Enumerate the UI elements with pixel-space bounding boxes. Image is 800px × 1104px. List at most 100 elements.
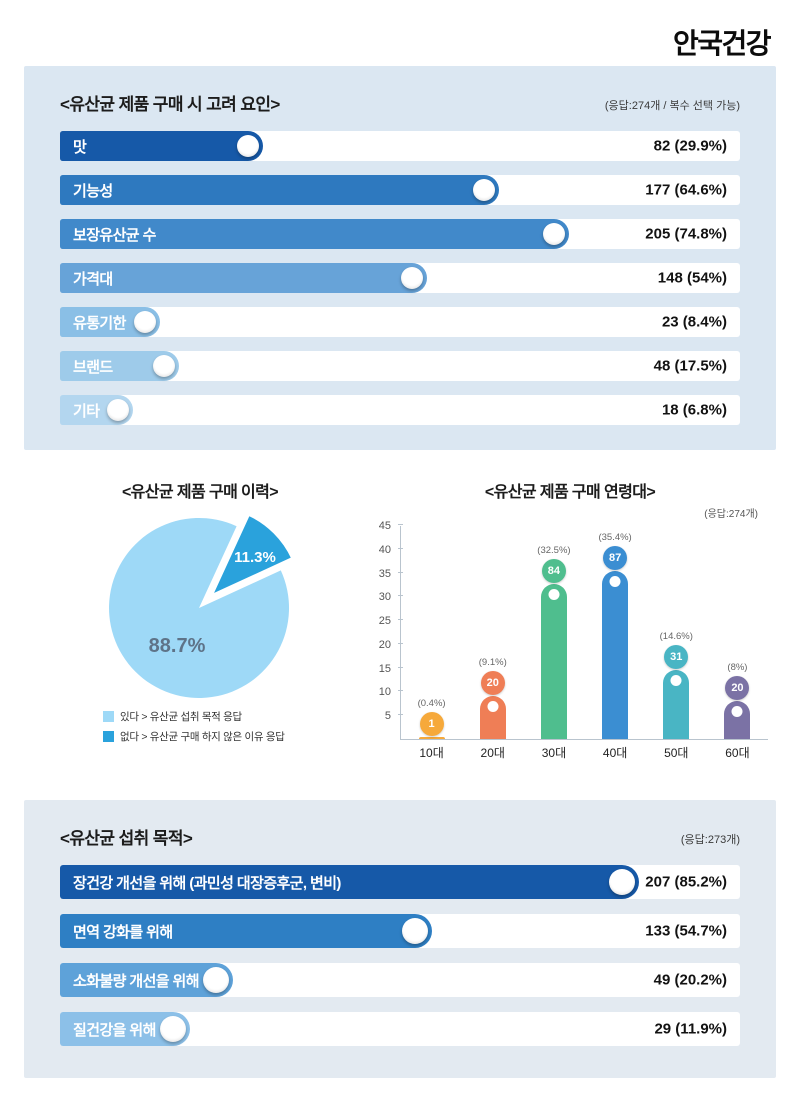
pie-label-majority: 88.7% xyxy=(149,635,206,657)
age-bar xyxy=(540,584,567,739)
y-axis-tickmark xyxy=(398,666,403,668)
bar-label: 장건강 개선을 위해 (과민성 대장증후군, 변비) xyxy=(73,874,341,892)
bar-label: 소화불량 개선을 위해 xyxy=(73,972,200,990)
age-bar xyxy=(602,570,629,739)
bar-fill: 보장유산균 수 xyxy=(60,219,569,249)
bar-end-ball xyxy=(473,179,496,201)
y-axis-tickmark xyxy=(398,547,403,549)
bar-top-dot xyxy=(487,700,499,712)
pie-label-minority: 11.3% xyxy=(234,549,276,566)
age-bar-column: 20 (8%) 60대 xyxy=(707,526,768,760)
y-axis-tickmark xyxy=(398,690,403,692)
bar-end-ball xyxy=(237,135,260,157)
y-axis: 45 40 35 30 25 20 15 10 5 xyxy=(372,520,400,740)
x-axis-label: 20대 xyxy=(480,746,505,760)
bar-end-ball xyxy=(159,1016,186,1042)
y-axis-tick-label: 15 xyxy=(378,662,391,675)
bar-value: 48 (17.5%) xyxy=(653,357,727,375)
bar-row: 질건강을 위해 29 (11.9%) xyxy=(60,1012,740,1046)
bar-fill: 질건강을 위해 xyxy=(60,1012,190,1046)
bar-fill: 소화불량 개선을 위해 xyxy=(60,963,233,997)
y-axis-tick-label: 10 xyxy=(378,686,391,699)
legend-swatch xyxy=(103,731,114,742)
bar-value: 23 (8.4%) xyxy=(661,313,727,331)
intake-purpose-section: <유산균 섭취 목적> (응답:273개) 장건강 개선을 위해 (과민성 대장… xyxy=(24,800,776,1078)
age-group-chart: <유산균 제품 구매 연령대> (응답:274개) 45 40 35 30 25 20 15… xyxy=(372,478,768,772)
bar-top-dot xyxy=(670,674,682,686)
bar-row: 맛 82 (29.9%) xyxy=(60,131,740,161)
x-axis-label: 10대 xyxy=(419,746,444,760)
bar-fill: 기타 xyxy=(60,395,134,425)
plot-area: 1 (0.4%) 10대 20 (9.1%) 20대 84 (32.5%) 30대 87 (35.4… xyxy=(398,524,768,760)
x-axis-label: 50대 xyxy=(664,746,689,760)
section-header: <유산균 제품 구매 시 고려 요인> (응답:274개 / 복수 선택 가능) xyxy=(60,90,740,115)
y-axis-tickmark xyxy=(398,595,403,597)
response-count-note: (응답:274개 / 복수 선택 가능) xyxy=(604,100,740,112)
legend-item: 없다 > 유산균 구매 하지 않은 이유 응답 xyxy=(103,729,355,744)
bar-row: 기능성 177 (64.6%) xyxy=(60,175,740,205)
y-axis-tick-label: 20 xyxy=(378,638,391,651)
legend-label: 있다 > 유산균 섭취 목적 응답 xyxy=(120,711,242,723)
bar-row: 유통기한 23 (8.4%) xyxy=(60,307,740,337)
bar-fill: 기능성 xyxy=(60,175,500,205)
bar-row: 브랜드 48 (17.5%) xyxy=(60,351,740,381)
bar-fill: 장건강 개선을 위해 (과민성 대장증후군, 변비) xyxy=(60,865,640,899)
count-badge: 20 xyxy=(480,670,505,695)
legend-swatch xyxy=(103,711,114,722)
y-axis-tick-label: 5 xyxy=(384,710,391,723)
purchase-history-chart: <유산균 제품 구매 이력> 88.7% 11.3% 있다 > 유산균 섭취 목… xyxy=(45,478,355,744)
y-axis-tickmark xyxy=(398,524,403,525)
y-axis-tickmark xyxy=(398,642,403,644)
y-axis-tick-label: 25 xyxy=(378,615,391,628)
age-bar-column: 84 (32.5%) 30대 xyxy=(523,526,584,760)
purchase-history-pie: 88.7% 11.3% xyxy=(109,512,295,698)
y-axis-tickmark xyxy=(398,571,403,573)
percent-label: (32.5%) xyxy=(537,545,571,557)
percent-label: (0.4%) xyxy=(417,698,446,710)
y-axis-tickmark xyxy=(398,619,403,621)
bar-end-ball xyxy=(107,399,130,421)
bar-top-dot xyxy=(609,575,621,587)
bar-fill: 브랜드 xyxy=(60,351,179,381)
bar-label: 면역 강화를 위해 xyxy=(73,923,173,941)
count-badge: 31 xyxy=(664,644,689,669)
bar-fill: 유통기한 xyxy=(60,307,160,337)
bar-end-ball xyxy=(401,918,428,944)
brand-logo: 안국건강 xyxy=(672,28,772,59)
percent-label: (9.1%) xyxy=(478,656,507,668)
y-axis-tickmark xyxy=(398,714,403,716)
x-axis-label: 40대 xyxy=(602,746,628,760)
consideration-factors-section: <유산균 제품 구매 시 고려 요인> (응답:274개 / 복수 선택 가능)… xyxy=(24,66,776,450)
percent-label: (14.6%) xyxy=(659,630,693,642)
bar-end-ball xyxy=(202,967,229,993)
bar-row: 기타 18 (6.8%) xyxy=(60,395,740,425)
bar-label: 브랜드 xyxy=(73,358,113,376)
bar-label: 유통기한 xyxy=(73,314,126,332)
age-bar-column: 87 (35.4%) 40대 xyxy=(585,526,646,760)
section-title: <유산균 제품 구매 시 고려 요인> xyxy=(60,95,280,114)
bar-value: 49 (20.2%) xyxy=(653,971,727,989)
bar-end-ball xyxy=(609,869,636,895)
bar-value: 205 (74.8%) xyxy=(645,225,727,243)
bar-value: 82 (29.9%) xyxy=(653,137,727,155)
age-bar-column: 31 (14.6%) 50대 xyxy=(646,526,707,760)
bar-top-dot xyxy=(548,589,560,601)
y-axis-tick-label: 45 xyxy=(378,520,391,532)
pie-slice-no xyxy=(209,512,295,598)
bar-label: 맛 xyxy=(73,138,87,156)
response-count-note: (응답:273개) xyxy=(680,834,740,846)
bar-label: 기타 xyxy=(73,402,100,420)
bar-fill: 가격대 xyxy=(60,263,428,293)
bar-value: 148 (54%) xyxy=(657,269,727,287)
count-badge: 87 xyxy=(603,545,628,570)
bar-value: 29 (11.9%) xyxy=(654,1020,727,1038)
pie-chart-title: <유산균 제품 구매 이력> xyxy=(121,484,279,501)
bar-label: 질건강을 위해 xyxy=(73,1021,156,1039)
count-badge: 20 xyxy=(725,675,750,700)
bar-row: 면역 강화를 위해 133 (54.7%) xyxy=(60,914,740,948)
y-axis-tick-label: 40 xyxy=(378,543,391,556)
bar-value: 207 (85.2%) xyxy=(645,873,727,891)
bar-row: 가격대 148 (54%) xyxy=(60,263,740,293)
